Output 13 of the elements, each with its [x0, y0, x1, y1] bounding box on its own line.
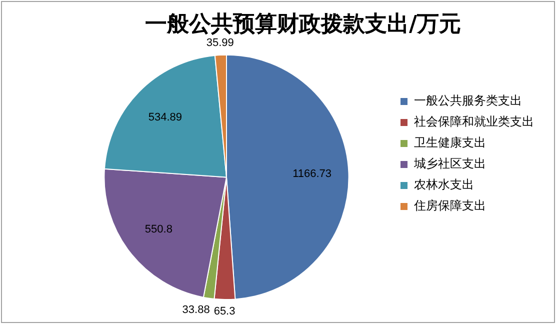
data-label: 534.89 — [148, 111, 182, 124]
legend-label: 农林水支出 — [414, 178, 474, 192]
legend-label: 住房保障支出 — [413, 198, 486, 213]
data-label: 1166.73 — [292, 168, 332, 180]
data-label: 35.99 — [206, 37, 234, 50]
data-label: 550.8 — [144, 223, 172, 236]
legend-label: 城乡社区支出 — [413, 156, 486, 171]
legend-label: 卫生健康支出 — [414, 136, 486, 150]
data-label: 65.3 — [214, 306, 236, 318]
data-label: 33.88 — [182, 304, 210, 316]
legend-label: 一般公共服务类支出 — [414, 94, 522, 108]
chart-title: 一般公共预算财政拨款支出/万元 — [144, 12, 462, 37]
legend-label: 社会保障和就业类支出 — [414, 114, 534, 129]
